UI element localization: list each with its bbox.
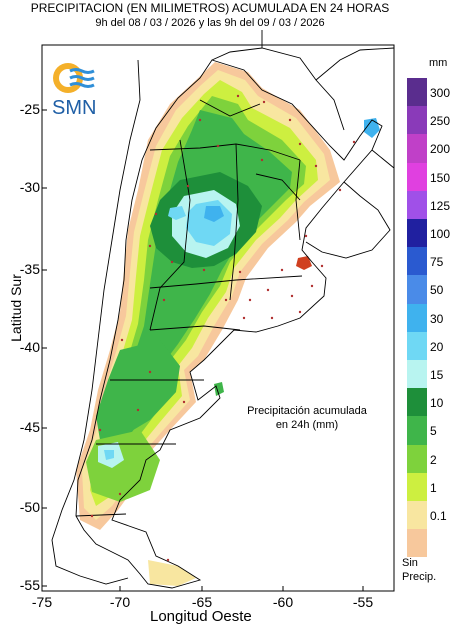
y-tick-label: -55 [19, 577, 40, 593]
legend-unit: mm [429, 57, 448, 69]
y-tick-label: -40 [19, 339, 40, 355]
legend-swatch [407, 331, 427, 360]
map-annotation: Precipitación acumulada en 24h (mm) [222, 404, 392, 432]
legend-label: 1 [430, 480, 437, 495]
legend-swatch [407, 501, 427, 530]
legend-label: 2 [430, 452, 437, 467]
legend-label: 20 [430, 339, 444, 354]
legend-label: 125 [430, 198, 451, 213]
legend-swatch [407, 219, 427, 248]
legend-label: 50 [430, 283, 444, 298]
x-tick-label: -65 [191, 594, 213, 610]
x-tick-label: -70 [109, 594, 131, 610]
annotation-line-2: en 24h (mm) [275, 419, 339, 431]
y-tick-label: -25 [19, 101, 40, 117]
station-markers [90, 94, 356, 562]
legend-label: 30 [430, 311, 444, 326]
y-tick-label: -30 [19, 179, 40, 195]
y-axis-label: Latitud Sur [7, 274, 24, 342]
legend-swatch [407, 247, 427, 276]
legend-swatch [407, 529, 427, 558]
legend-label: 300 [430, 86, 451, 100]
x-tick-label: -75 [31, 594, 53, 610]
legend-label: 150 [430, 170, 451, 185]
legend-swatch [407, 303, 427, 332]
country-outlines [51, 30, 395, 589]
legend-label: 15 [430, 368, 444, 382]
legend-swatch [407, 360, 427, 389]
x-tick-label: -60 [272, 594, 294, 610]
legend-label: 250 [430, 114, 451, 129]
legend-label: 5 [430, 424, 437, 439]
legend-swatch [407, 78, 427, 107]
legend-swatch [407, 472, 427, 501]
legend-swatch [407, 162, 427, 191]
legend-no-precip: Sin Precip. [402, 556, 436, 584]
y-tick-label: -50 [19, 499, 40, 515]
legend-swatch [407, 190, 427, 219]
map-title: PRECIPITACION (EN MILIMETROS) ACUMULADA … [30, 1, 390, 15]
legend-no-precip-line1: Sin [402, 557, 418, 569]
legend-label: 10 [430, 396, 444, 411]
legend-no-precip-line2: Precip. [402, 571, 437, 583]
y-tick-label: -35 [19, 261, 40, 277]
smn-logo-icon [53, 63, 95, 93]
map-period: 9h del 08 / 03 / 2026 y las 9h del 09 / … [95, 17, 325, 29]
legend-swatch [407, 388, 427, 417]
legend-label: 0.1 [430, 509, 447, 523]
legend-label: 75 [430, 255, 444, 270]
legend-label: 100 [430, 227, 451, 241]
legend-swatch [407, 275, 427, 304]
legend-swatch [407, 444, 427, 473]
smn-logo-text: SMN [52, 97, 97, 119]
annotation-line-1: Precipitación acumulada [247, 405, 367, 417]
x-tick-label: -55 [352, 594, 374, 610]
legend-swatch [407, 106, 427, 135]
legend-swatch [407, 416, 427, 445]
precip-shading [76, 62, 380, 586]
legend-label: 200 [430, 142, 451, 157]
legend-swatch [407, 134, 427, 163]
y-tick-label: -45 [19, 419, 40, 435]
x-axis-label: Longitud Oeste [150, 608, 252, 625]
